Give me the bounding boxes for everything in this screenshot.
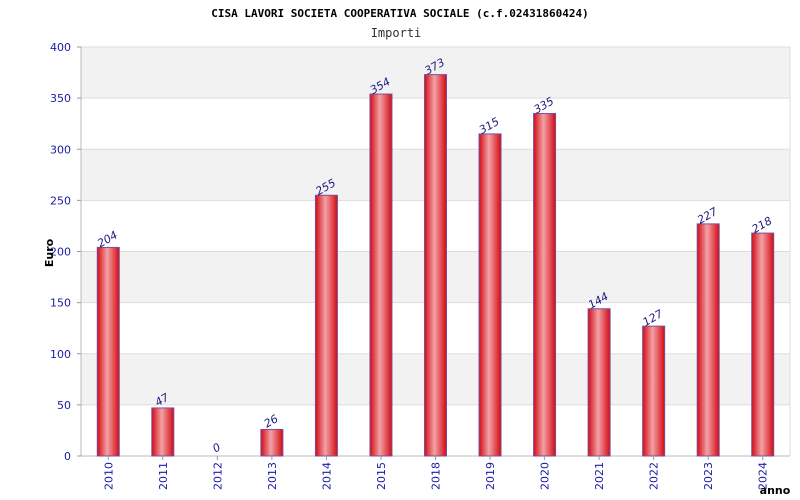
bar [151, 407, 175, 457]
bar [478, 133, 502, 457]
chart-subtitle: Importi [371, 26, 422, 40]
data-label: 26 [262, 412, 281, 430]
bar [642, 325, 666, 457]
bar [587, 308, 611, 457]
y-tick-label: 400 [50, 41, 71, 54]
y-tick-label: 200 [50, 246, 71, 259]
bar [369, 93, 393, 457]
chart-title: CISA LAVORI SOCIETA COOPERATIVA SOCIALE … [211, 7, 589, 20]
x-tick-label: 2020 [539, 462, 552, 490]
y-tick-label: 300 [50, 143, 71, 156]
y-tick-label: 100 [50, 348, 71, 361]
x-tick-label: 2021 [593, 462, 606, 490]
bar [314, 194, 338, 457]
bar [751, 232, 775, 457]
y-tick-label: 350 [50, 92, 71, 105]
x-tick-label: 2011 [157, 462, 170, 490]
x-axis-label: anno [760, 484, 791, 497]
x-tick-label: 2018 [430, 462, 443, 490]
y-tick-label: 150 [50, 297, 71, 310]
bar [696, 223, 720, 457]
bar [533, 112, 557, 457]
x-tick-label: 2022 [648, 462, 661, 490]
x-tick-label: 2024 [757, 462, 770, 490]
y-axis-label: Euro [43, 238, 56, 267]
x-tick-label: 2014 [320, 462, 333, 490]
data-label: 47 [153, 391, 172, 409]
y-tick-label: 0 [64, 450, 71, 463]
x-tick-label: 2023 [702, 462, 715, 490]
bar [260, 428, 284, 457]
bar [424, 74, 447, 457]
x-tick-label: 2012 [211, 462, 224, 490]
plot-area: 0501001502002503003504002042010472011020… [50, 41, 791, 490]
x-tick-label: 2010 [102, 462, 115, 490]
y-tick-label: 250 [50, 194, 71, 207]
y-tick-label: 50 [57, 399, 71, 412]
x-tick-label: 2013 [266, 462, 279, 490]
bar [96, 246, 120, 457]
x-tick-label: 2019 [484, 462, 497, 490]
x-tick-label: 2015 [375, 462, 388, 490]
